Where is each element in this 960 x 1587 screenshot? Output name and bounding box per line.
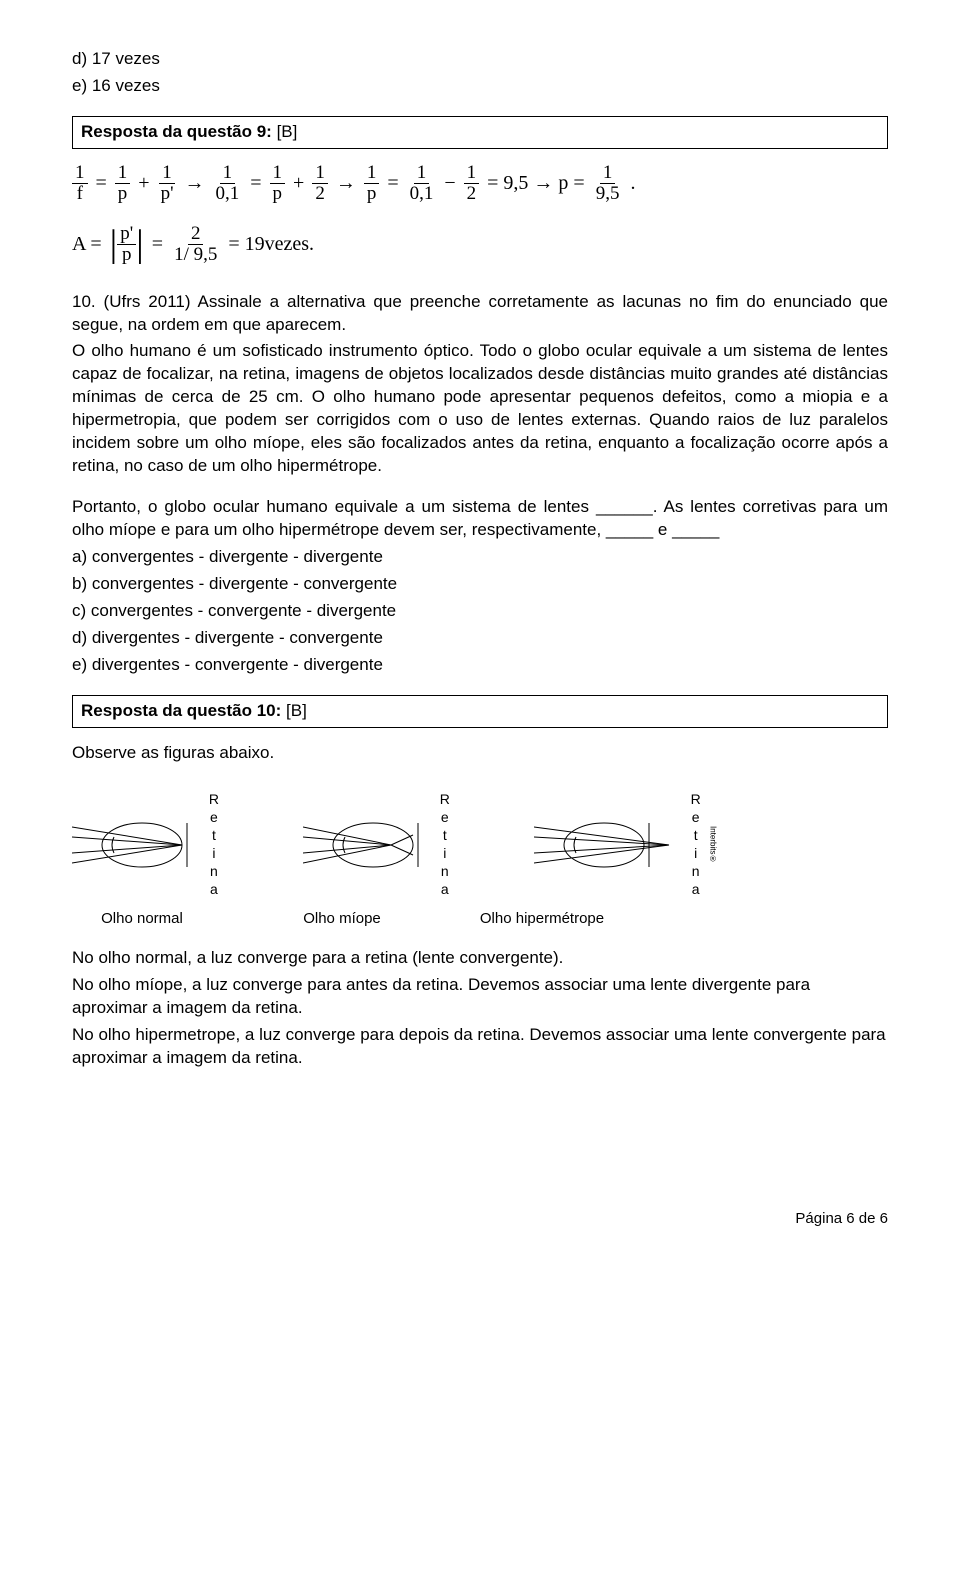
eq: =: [250, 170, 261, 197]
frac-den: 1/ 9,5: [171, 245, 220, 265]
answer10-label: Resposta da questão 10:: [81, 701, 281, 720]
arrow: →: [185, 170, 205, 197]
source-tiny: Interbits®: [707, 826, 718, 863]
q10-opt-e: e) divergentes - convergente - divergent…: [72, 654, 888, 677]
retina-label: Retina: [435, 791, 454, 899]
eye-diagrams-row: Retina Retina: [72, 791, 888, 899]
frac-den: p': [158, 184, 177, 204]
explain-line-1: No olho normal, a luz converge para a re…: [72, 947, 888, 970]
q10-opt-d: d) divergentes - divergente - convergent…: [72, 627, 888, 650]
eye-hiper: Retina Interbits®: [534, 791, 718, 899]
answer-box-10: Resposta da questão 10: [B]: [72, 695, 888, 728]
explain-line-2: No olho míope, a luz converge para antes…: [72, 974, 888, 1020]
eye-normal-svg: [72, 805, 202, 885]
frac-den: p: [119, 245, 135, 265]
q10-opt-a: a) convergentes - divergente - divergent…: [72, 546, 888, 569]
frac-num: 1: [364, 163, 380, 184]
frac-num: 1: [159, 163, 175, 184]
eye-miope-svg: [303, 805, 433, 885]
math-equation-1: 1f = 1p + 1p' → 10,1 = 1p + 12 → 1p = 10…: [72, 163, 888, 204]
option-e: e) 16 vezes: [72, 75, 888, 98]
observe-text: Observe as figuras abaixo.: [72, 742, 888, 765]
answer9-label: Resposta da questão 9:: [81, 122, 272, 141]
frac-den: f: [74, 184, 86, 204]
answer9-value: [B]: [277, 122, 298, 141]
math-equation-2: A = | p'p | = 21/ 9,5 = 19vezes.: [72, 224, 888, 265]
page-footer: Página 6 de 6: [72, 1209, 888, 1229]
caption-miope: Olho míope: [272, 909, 412, 929]
q10-body: O olho humano é um sofisticado instrumen…: [72, 340, 888, 478]
eye-normal: Retina: [72, 791, 223, 899]
eq: =: [387, 170, 398, 197]
retina-label: Retina: [686, 791, 705, 899]
frac-num: 1: [220, 163, 236, 184]
eq-result: = 9,5 → p =: [487, 170, 585, 197]
eye-miope: Retina: [303, 791, 454, 899]
result: = 19vezes.: [228, 231, 314, 258]
frac-num: 1: [72, 163, 88, 184]
period: .: [630, 170, 635, 197]
plus: +: [293, 170, 304, 197]
q10-fill: Portanto, o globo ocular humano equivale…: [72, 496, 888, 542]
frac-num: 2: [188, 224, 204, 245]
eq: =: [152, 231, 163, 258]
abs-bar: |: [110, 227, 118, 261]
frac-den: p: [364, 184, 380, 204]
frac-den: 9,5: [593, 184, 623, 204]
minus: −: [444, 170, 455, 197]
answer-box-9: Resposta da questão 9: [B]: [72, 116, 888, 149]
frac-num: p': [117, 224, 136, 245]
retina-label: Retina: [204, 791, 223, 899]
frac-den: 0,1: [213, 184, 243, 204]
frac-num: 1: [115, 163, 131, 184]
q10-intro: 10. (Ufrs 2011) Assinale a alternativa q…: [72, 291, 888, 337]
q10-opt-b: b) convergentes - divergente - convergen…: [72, 573, 888, 596]
q10-opt-c: c) convergentes - convergente - divergen…: [72, 600, 888, 623]
answer10-value: [B]: [286, 701, 307, 720]
frac-den: 2: [464, 184, 480, 204]
frac-num: 1: [270, 163, 286, 184]
explain-line-3: No olho hipermetrope, a luz converge par…: [72, 1024, 888, 1070]
plus: +: [138, 170, 149, 197]
eye-captions: Olho normal Olho míope Olho hipermétrope: [72, 909, 888, 929]
arrow: →: [336, 170, 356, 197]
caption-normal: Olho normal: [72, 909, 212, 929]
frac-num: 1: [600, 163, 616, 184]
frac-den: p: [270, 184, 286, 204]
abs-bar: |: [136, 227, 144, 261]
eye-hiper-svg: [534, 805, 684, 885]
frac-den: 2: [312, 184, 328, 204]
frac-den: p: [115, 184, 131, 204]
caption-hiper: Olho hipermétrope: [472, 909, 612, 929]
frac-den: 0,1: [407, 184, 437, 204]
option-d: d) 17 vezes: [72, 48, 888, 71]
A-label: A =: [72, 231, 102, 258]
frac-num: 1: [312, 163, 328, 184]
eq: =: [96, 170, 107, 197]
frac-num: 1: [464, 163, 480, 184]
frac-num: 1: [414, 163, 430, 184]
